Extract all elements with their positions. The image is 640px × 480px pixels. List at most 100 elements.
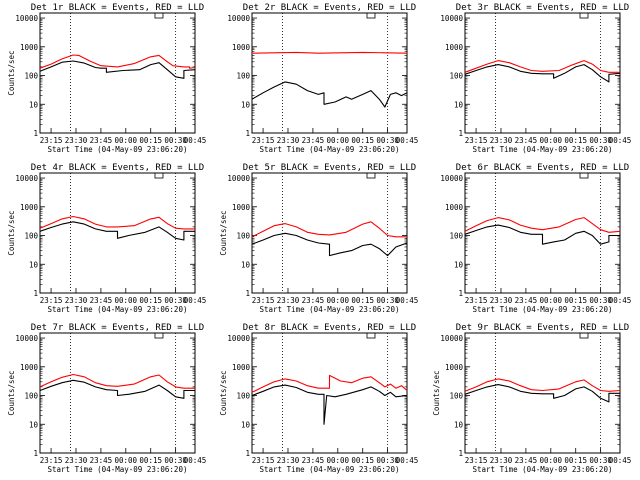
lld-series-line [251,374,408,393]
marker-box [154,332,164,339]
x-tick-label: 23:45 [515,296,538,305]
y-tick-label: 1000 [20,203,39,212]
x-tick-label: 00:45 [184,456,207,465]
x-axis-label: Start Time (04-May-09 23:06:20) [473,465,613,474]
marker-box [366,12,376,19]
x-tick-label: 00:30 [376,136,399,145]
x-axis-label: Start Time (04-May-09 23:06:20) [260,305,400,314]
x-tick-label: 23:30 [490,456,513,465]
y-tick-label: 100 [449,392,463,401]
x-tick-label: 23:15 [465,456,488,465]
y-tick-label: 10000 [227,14,250,23]
marker-box [579,172,589,179]
x-tick-label: 00:00 [540,296,563,305]
y-tick-label: 1 [458,129,463,138]
x-tick-label: 00:45 [609,296,632,305]
events-series-line [251,232,408,257]
y-tick-label: 10 [241,100,251,109]
x-tick-label: 00:45 [396,296,419,305]
x-tick-label: 23:30 [65,296,88,305]
chart-panel-2: Det 2r BLACK = Events, RED = LLD 1 10 100 10… [227,3,418,154]
x-tick-label: 23:45 [302,456,325,465]
x-tick-label: 00:30 [164,136,187,145]
x-axis-label: Start Time (04-May-09 23:06:20) [260,145,400,154]
chart-panel-8: Det 8r BLACK = Events, RED = LLD 1 10 100 10… [219,323,418,474]
x-tick-label: 00:15 [351,456,374,465]
plot-frame [39,172,196,294]
x-tick-label: 00:30 [589,456,612,465]
chart-title: Det 3r BLACK = Events, RED = LLD [456,3,629,13]
plot-frame [251,12,408,134]
y-tick-label: 10 [29,260,39,269]
x-tick-label: 23:30 [490,296,513,305]
y-tick-label: 100 [449,72,463,81]
x-tick-label: 00:00 [115,136,138,145]
chart-panel-9: Det 9r BLACK = Events, RED = LLD 1 10 100 10… [432,323,631,474]
x-tick-label: 00:30 [376,456,399,465]
x-tick-label: 23:30 [65,456,88,465]
x-tick-label: 00:30 [589,136,612,145]
chart-panel-4: Det 4r BLACK = Events, RED = LLD 1 10 100 10… [7,163,206,314]
x-tick-label: 23:15 [40,456,63,465]
x-tick-label: 00:15 [139,136,162,145]
x-tick-label: 23:30 [490,136,513,145]
y-tick-label: 100 [24,72,38,81]
plot-frame [464,12,621,134]
y-tick-label: 1000 [232,363,251,372]
y-tick-label: 10000 [15,174,38,183]
x-tick-label: 23:15 [252,136,275,145]
x-tick-label: 00:45 [396,456,419,465]
lld-series-line [39,373,195,389]
y-tick-label: 100 [449,232,463,241]
y-tick-label: 100 [24,232,38,241]
plot-frame [39,12,196,134]
chart-title: Det 6r BLACK = Events, RED = LLD [456,163,629,173]
y-tick-label: 1000 [445,203,464,212]
x-tick-label: 00:30 [589,296,612,305]
x-tick-label: 23:30 [277,136,300,145]
y-tick-label: 1 [458,289,463,298]
chart-title: Det 5r BLACK = Events, RED = LLD [243,163,416,173]
lld-series-line [464,378,621,392]
x-tick-label: 23:15 [465,136,488,145]
x-tick-label: 23:45 [515,136,538,145]
lld-series-line [251,51,408,54]
x-tick-label: 00:15 [139,296,162,305]
y-tick-label: 1 [245,289,250,298]
y-tick-label: 10000 [15,14,38,23]
x-tick-label: 23:45 [90,296,113,305]
chart-title: Det 4r BLACK = Events, RED = LLD [31,163,204,173]
plot-frame [464,332,621,454]
x-tick-label: 00:00 [327,136,350,145]
x-tick-label: 00:45 [184,296,207,305]
x-axis-label: Start Time (04-May-09 23:06:20) [473,145,613,154]
x-tick-label: 23:15 [465,296,488,305]
x-axis-label: Start Time (04-May-09 23:06:20) [260,465,400,474]
events-series-line [464,384,620,403]
events-series-line [251,81,408,108]
x-tick-label: 23:45 [302,136,325,145]
chart-panel-3: Det 3r BLACK = Events, RED = LLD 1 10 100 10… [440,3,631,154]
y-tick-label: 10 [454,260,464,269]
x-axis-label: Start Time (04-May-09 23:06:20) [48,145,188,154]
chart-title: Det 7r BLACK = Events, RED = LLD [31,323,204,333]
x-tick-label: 00:45 [609,456,632,465]
chart-panel-7: Det 7r BLACK = Events, RED = LLD 1 10 100 10… [7,323,206,474]
y-tick-label: 10000 [440,174,463,183]
y-tick-label: 10 [29,100,39,109]
x-axis-label: Start Time (04-May-09 23:06:20) [48,305,188,314]
lld-series-line [39,54,196,69]
x-tick-label: 23:45 [90,136,113,145]
events-series-line [39,379,195,399]
y-axis-label: Counts/sec [219,370,228,415]
x-tick-label: 23:15 [252,456,275,465]
x-tick-label: 00:00 [327,456,350,465]
x-tick-label: 23:45 [90,456,113,465]
x-tick-label: 23:15 [40,136,63,145]
y-tick-label: 1 [245,449,250,458]
x-tick-label: 23:30 [277,296,300,305]
x-tick-label: 00:30 [164,456,187,465]
plot-frame [251,332,408,454]
y-tick-label: 10000 [440,14,463,23]
